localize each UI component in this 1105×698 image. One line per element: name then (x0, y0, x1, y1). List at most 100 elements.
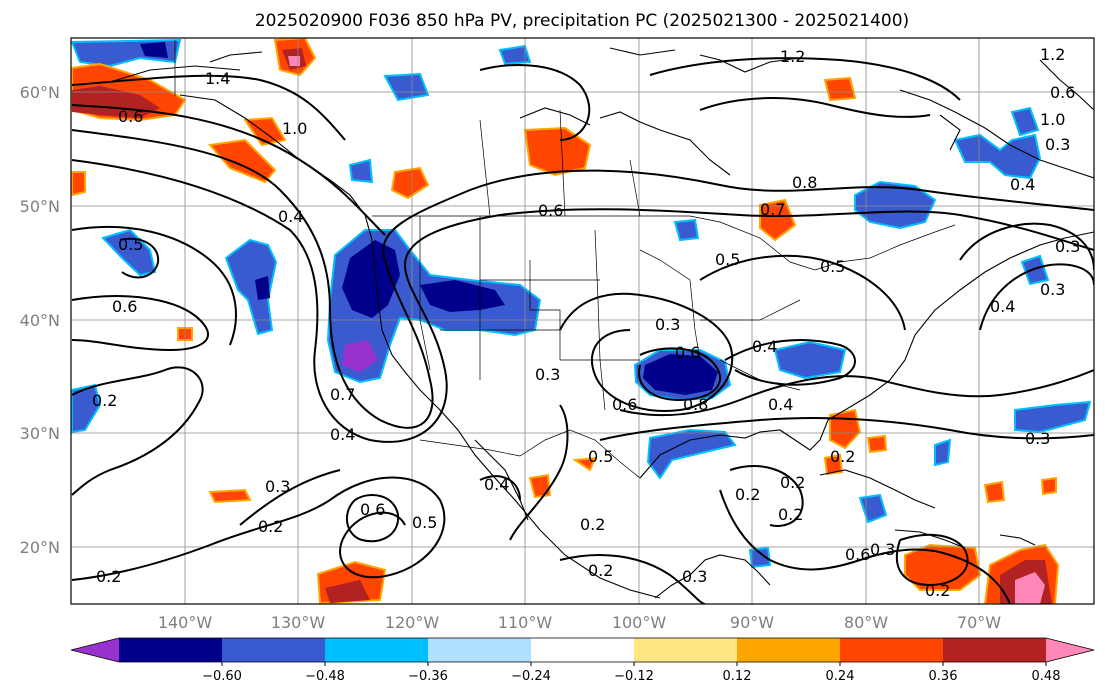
precip-blob (953, 133, 1042, 180)
precip-blob (208, 488, 252, 504)
lon-label: 140°W (158, 613, 213, 632)
lat-label: 20°N (20, 538, 60, 557)
contour-label: 0.4 (484, 475, 509, 494)
contour-label: 0.2 (780, 473, 805, 492)
colorbar-extend-low (71, 638, 119, 662)
precip-blob (823, 453, 844, 476)
contour-label: 0.3 (1055, 237, 1080, 256)
precip-blob (498, 44, 532, 66)
contour-label: 0.4 (752, 337, 777, 356)
contour-label: 0.3 (655, 315, 680, 334)
contour-label: 0.8 (683, 395, 708, 414)
colorbar-swatch (737, 638, 841, 662)
colorbar-tick-label: 0.24 (826, 669, 855, 684)
precip-blob (348, 158, 374, 184)
lon-label: 110°W (498, 613, 553, 632)
contour-label: 0.2 (925, 581, 950, 600)
colorbar-swatch (840, 638, 944, 662)
contour-label: 0.5 (118, 235, 143, 254)
colorbar-tick-label: −0.12 (614, 669, 654, 684)
colorbar-tick-label: 0.36 (929, 669, 958, 684)
lon-label: 90°W (730, 613, 774, 632)
contour-label: 0.6 (112, 297, 137, 316)
contour-label: 0.5 (820, 257, 845, 276)
precip-blob (858, 493, 888, 524)
map-frame (70, 37, 1095, 605)
contour-label: 0.2 (92, 391, 117, 410)
precip-blob (224, 238, 278, 336)
contour-label: 0.4 (278, 207, 303, 226)
colorbar-outline (70, 637, 1095, 663)
contour-label: 0.6 (1050, 83, 1075, 102)
colorbar-tick-label: −0.36 (408, 669, 448, 684)
lat-label: 50°N (20, 197, 60, 216)
contour-labels: 1.4 1.2 0.6 0.5 1.0 0.4 0.6 0.8 0.7 1.2 … (92, 45, 1080, 600)
precip-blob (904, 543, 982, 591)
precip-blob (420, 280, 505, 312)
contour-label: 0.4 (330, 425, 355, 444)
contour-label: 0.6 (360, 500, 385, 519)
contour-label: 0.6 (118, 107, 143, 126)
precip-blob (1015, 572, 1045, 604)
graticule (71, 38, 1094, 604)
precip-blob (759, 198, 797, 242)
contour-label: 1.0 (1040, 110, 1065, 129)
contour-label: 1.0 (282, 119, 307, 138)
contour-label: 0.4 (990, 297, 1015, 316)
contour-label: 0.3 (1040, 280, 1065, 299)
latitude-labels: 60°N 50°N 40°N 30°N 20°N (20, 83, 60, 557)
contour-label: 0.2 (96, 567, 121, 586)
lon-label: 70°W (957, 613, 1001, 632)
colorbar: −0.60 −0.48 −0.36 −0.24 −0.12 0.12 0.24 0.36 0.4… (70, 637, 1095, 684)
precip-blob (1020, 254, 1050, 286)
longitude-labels: 140°W 130°W 120°W 110°W 100°W 90°W 80°W … (158, 613, 1001, 632)
contour-label: 0.2 (830, 447, 855, 466)
precip-blob (71, 171, 86, 197)
contour-label: 1.2 (780, 47, 805, 66)
colorbar-swatch (943, 638, 1047, 662)
precip-blob (523, 126, 592, 177)
precip-blob (1014, 400, 1092, 434)
contour-label: 0.3 (535, 365, 560, 384)
contour-label: 0.2 (258, 517, 283, 536)
precip-blob (101, 228, 157, 277)
precip-blob (71, 383, 102, 434)
precip-blob (208, 138, 277, 184)
lat-label: 30°N (20, 424, 60, 443)
contour-label: 0.6 (675, 343, 700, 362)
lat-label: 60°N (20, 83, 60, 102)
precip-blob (748, 546, 772, 569)
lon-label: 100°W (612, 613, 667, 632)
colorbar-tick-label: 0.12 (723, 669, 752, 684)
precip-blob (288, 56, 300, 66)
contour-label: 0.2 (588, 561, 613, 580)
contour-label: 0.6 (845, 545, 870, 564)
precip-blob (983, 480, 1006, 504)
precip-blob (643, 354, 718, 395)
contour-label: 0.3 (682, 567, 707, 586)
colorbar-swatch (325, 638, 429, 662)
precip-blob (572, 456, 597, 472)
contour-label: 0.3 (265, 477, 290, 496)
coastlines (109, 47, 1094, 599)
precip-blob (934, 438, 952, 467)
contour-label: 0.3 (1025, 429, 1050, 448)
colorbar-swatch (119, 638, 223, 662)
colorbar-swatch (531, 638, 635, 662)
contour-label: 0.2 (580, 515, 605, 534)
contour-label: 0.3 (1045, 135, 1070, 154)
precip-blob (390, 166, 430, 200)
colorbar-tick-label: −0.24 (511, 669, 551, 684)
lon-label: 130°W (271, 613, 326, 632)
precip-blob (342, 340, 378, 372)
contour-label: 0.5 (715, 250, 740, 269)
map-content: 1.4 1.2 0.6 0.5 1.0 0.4 0.6 0.8 0.7 1.2 … (71, 38, 1094, 604)
colorbar-tick-label: −0.48 (305, 669, 345, 684)
colorbar-extend-high (1046, 638, 1094, 662)
precip-blob (325, 580, 370, 603)
colorbar-swatch (634, 638, 738, 662)
colorbar-swatch (428, 638, 532, 662)
contour-label: 0.5 (412, 513, 437, 532)
lon-label: 80°W (844, 613, 888, 632)
